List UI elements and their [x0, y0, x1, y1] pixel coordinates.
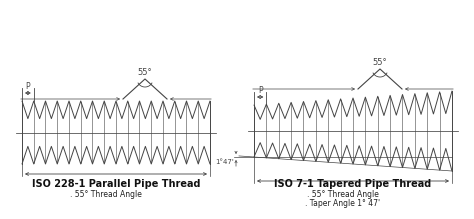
Text: . Taper Angle 1° 47': . Taper Angle 1° 47' [305, 199, 381, 208]
Text: P: P [26, 82, 30, 91]
Text: 55°: 55° [373, 58, 387, 67]
Text: 1°47': 1°47' [215, 159, 234, 165]
Text: 55°: 55° [137, 68, 152, 77]
Text: ISO 7-1 Tapered Pipe Thread: ISO 7-1 Tapered Pipe Thread [274, 179, 432, 189]
Text: ISO 228-1 Parallel Pipe Thread: ISO 228-1 Parallel Pipe Thread [32, 179, 200, 189]
Text: P: P [258, 86, 263, 95]
Text: . 55° Thread Angle: . 55° Thread Angle [70, 190, 142, 199]
Text: . 55° Thread Angle: . 55° Thread Angle [307, 190, 379, 199]
